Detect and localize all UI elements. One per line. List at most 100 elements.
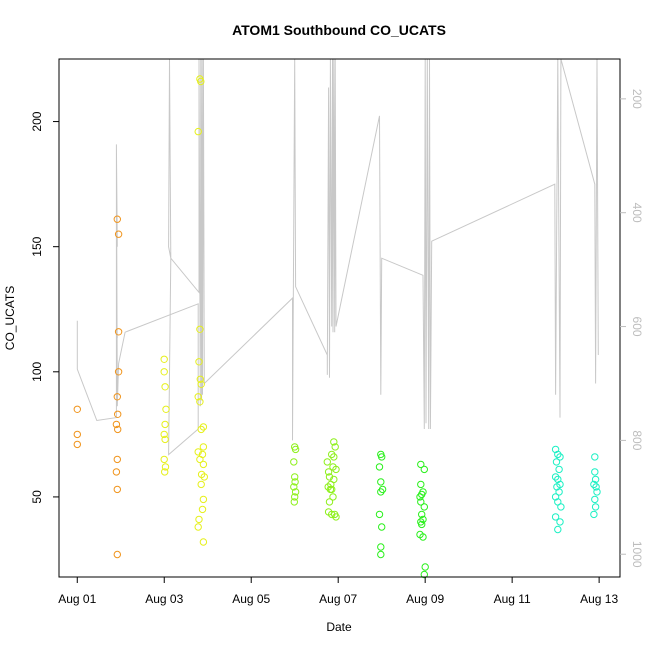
- data-point: [198, 505, 207, 514]
- data-point: [328, 510, 336, 519]
- data-point: [194, 448, 202, 456]
- data-point: [419, 533, 427, 541]
- data-point: [377, 488, 385, 496]
- data-point: [555, 488, 563, 496]
- data-point: [73, 430, 82, 439]
- data-point: [329, 493, 337, 501]
- data-point: [377, 543, 385, 551]
- y-tick-label: 50: [30, 490, 44, 504]
- data-point: [197, 77, 205, 86]
- data-point: [160, 430, 168, 439]
- data-point: [375, 510, 384, 519]
- data-point: [194, 393, 202, 401]
- pressure-track-layer: [76, 58, 599, 456]
- data-point: [112, 420, 121, 429]
- data-point: [197, 380, 205, 388]
- data-point: [160, 355, 168, 363]
- data-point: [197, 425, 205, 434]
- data-point: [590, 510, 598, 519]
- chart-title: ATOM1 Southbound CO_UCATS: [232, 22, 446, 38]
- data-point: [197, 480, 205, 489]
- data-point: [591, 475, 600, 484]
- data-point: [291, 445, 300, 454]
- data-point: [421, 563, 429, 571]
- y-tick-label: 200: [30, 111, 44, 131]
- data-point: [194, 523, 202, 531]
- data-point: [328, 485, 336, 494]
- data-point: [113, 455, 122, 464]
- data-point: [114, 328, 123, 336]
- y-tick-label: 100: [30, 361, 44, 381]
- data-point: [161, 383, 169, 391]
- data-point: [551, 473, 560, 481]
- data-point: [554, 525, 562, 534]
- data-point: [592, 483, 600, 491]
- data-point: [418, 520, 426, 529]
- data-point: [73, 405, 82, 413]
- data-point: [420, 570, 428, 579]
- data-point: [557, 503, 565, 511]
- plot-frame: [58, 58, 621, 578]
- data-point: [290, 498, 298, 506]
- data-point: [375, 463, 384, 471]
- data-point: [199, 538, 208, 546]
- data-point: [554, 450, 562, 459]
- y2-tick-label: 400: [630, 203, 644, 223]
- data-point: [291, 488, 300, 496]
- data-point: [554, 475, 562, 484]
- data-point: [377, 478, 385, 486]
- data-point: [162, 405, 170, 413]
- data-point: [551, 513, 560, 521]
- data-point: [161, 435, 169, 444]
- data-point: [199, 423, 208, 431]
- data-point: [551, 493, 560, 501]
- data-point: [551, 445, 560, 454]
- data-point: [591, 503, 600, 511]
- data-point: [331, 443, 339, 451]
- y2-tick-label: 1000: [630, 541, 644, 568]
- data-point: [194, 127, 202, 136]
- data-point: [591, 468, 599, 476]
- data-point: [161, 420, 169, 429]
- data-point: [195, 515, 203, 524]
- pressure-track-line: [76, 58, 599, 456]
- data-point: [556, 518, 564, 526]
- data-point: [161, 463, 170, 471]
- data-point: [325, 498, 334, 506]
- data-point: [323, 458, 331, 466]
- data-point: [553, 483, 561, 491]
- x-tick-label: Aug 11: [494, 592, 531, 606]
- y2-tick-label: 200: [630, 89, 644, 109]
- data-point: [420, 503, 428, 511]
- data-point: [160, 455, 168, 464]
- data-point: [199, 460, 208, 469]
- data-point: [377, 550, 385, 559]
- data-point: [196, 375, 205, 383]
- data-point: [378, 523, 386, 531]
- data-point: [325, 473, 334, 481]
- data-point: [196, 455, 204, 464]
- data-point: [113, 550, 122, 559]
- data-point: [113, 215, 122, 223]
- data-point: [555, 465, 563, 474]
- data-point: [330, 475, 338, 484]
- data-point: [114, 368, 123, 376]
- x-tick-label: Aug 09: [406, 592, 444, 606]
- data-point: [161, 468, 169, 476]
- data-point: [290, 458, 298, 466]
- data-point: [324, 468, 333, 476]
- data-point: [114, 425, 122, 434]
- data-point: [114, 410, 122, 418]
- data-point: [593, 488, 601, 496]
- data-point: [417, 480, 425, 489]
- data-point: [328, 450, 336, 459]
- data-point: [196, 398, 204, 406]
- data-point: [200, 473, 209, 481]
- data-point: [591, 453, 599, 461]
- data-point: [199, 443, 208, 451]
- y2-tick-label: 600: [630, 317, 644, 337]
- scatter-points-layer: [73, 75, 601, 579]
- x-tick-label: Aug 13: [580, 592, 618, 606]
